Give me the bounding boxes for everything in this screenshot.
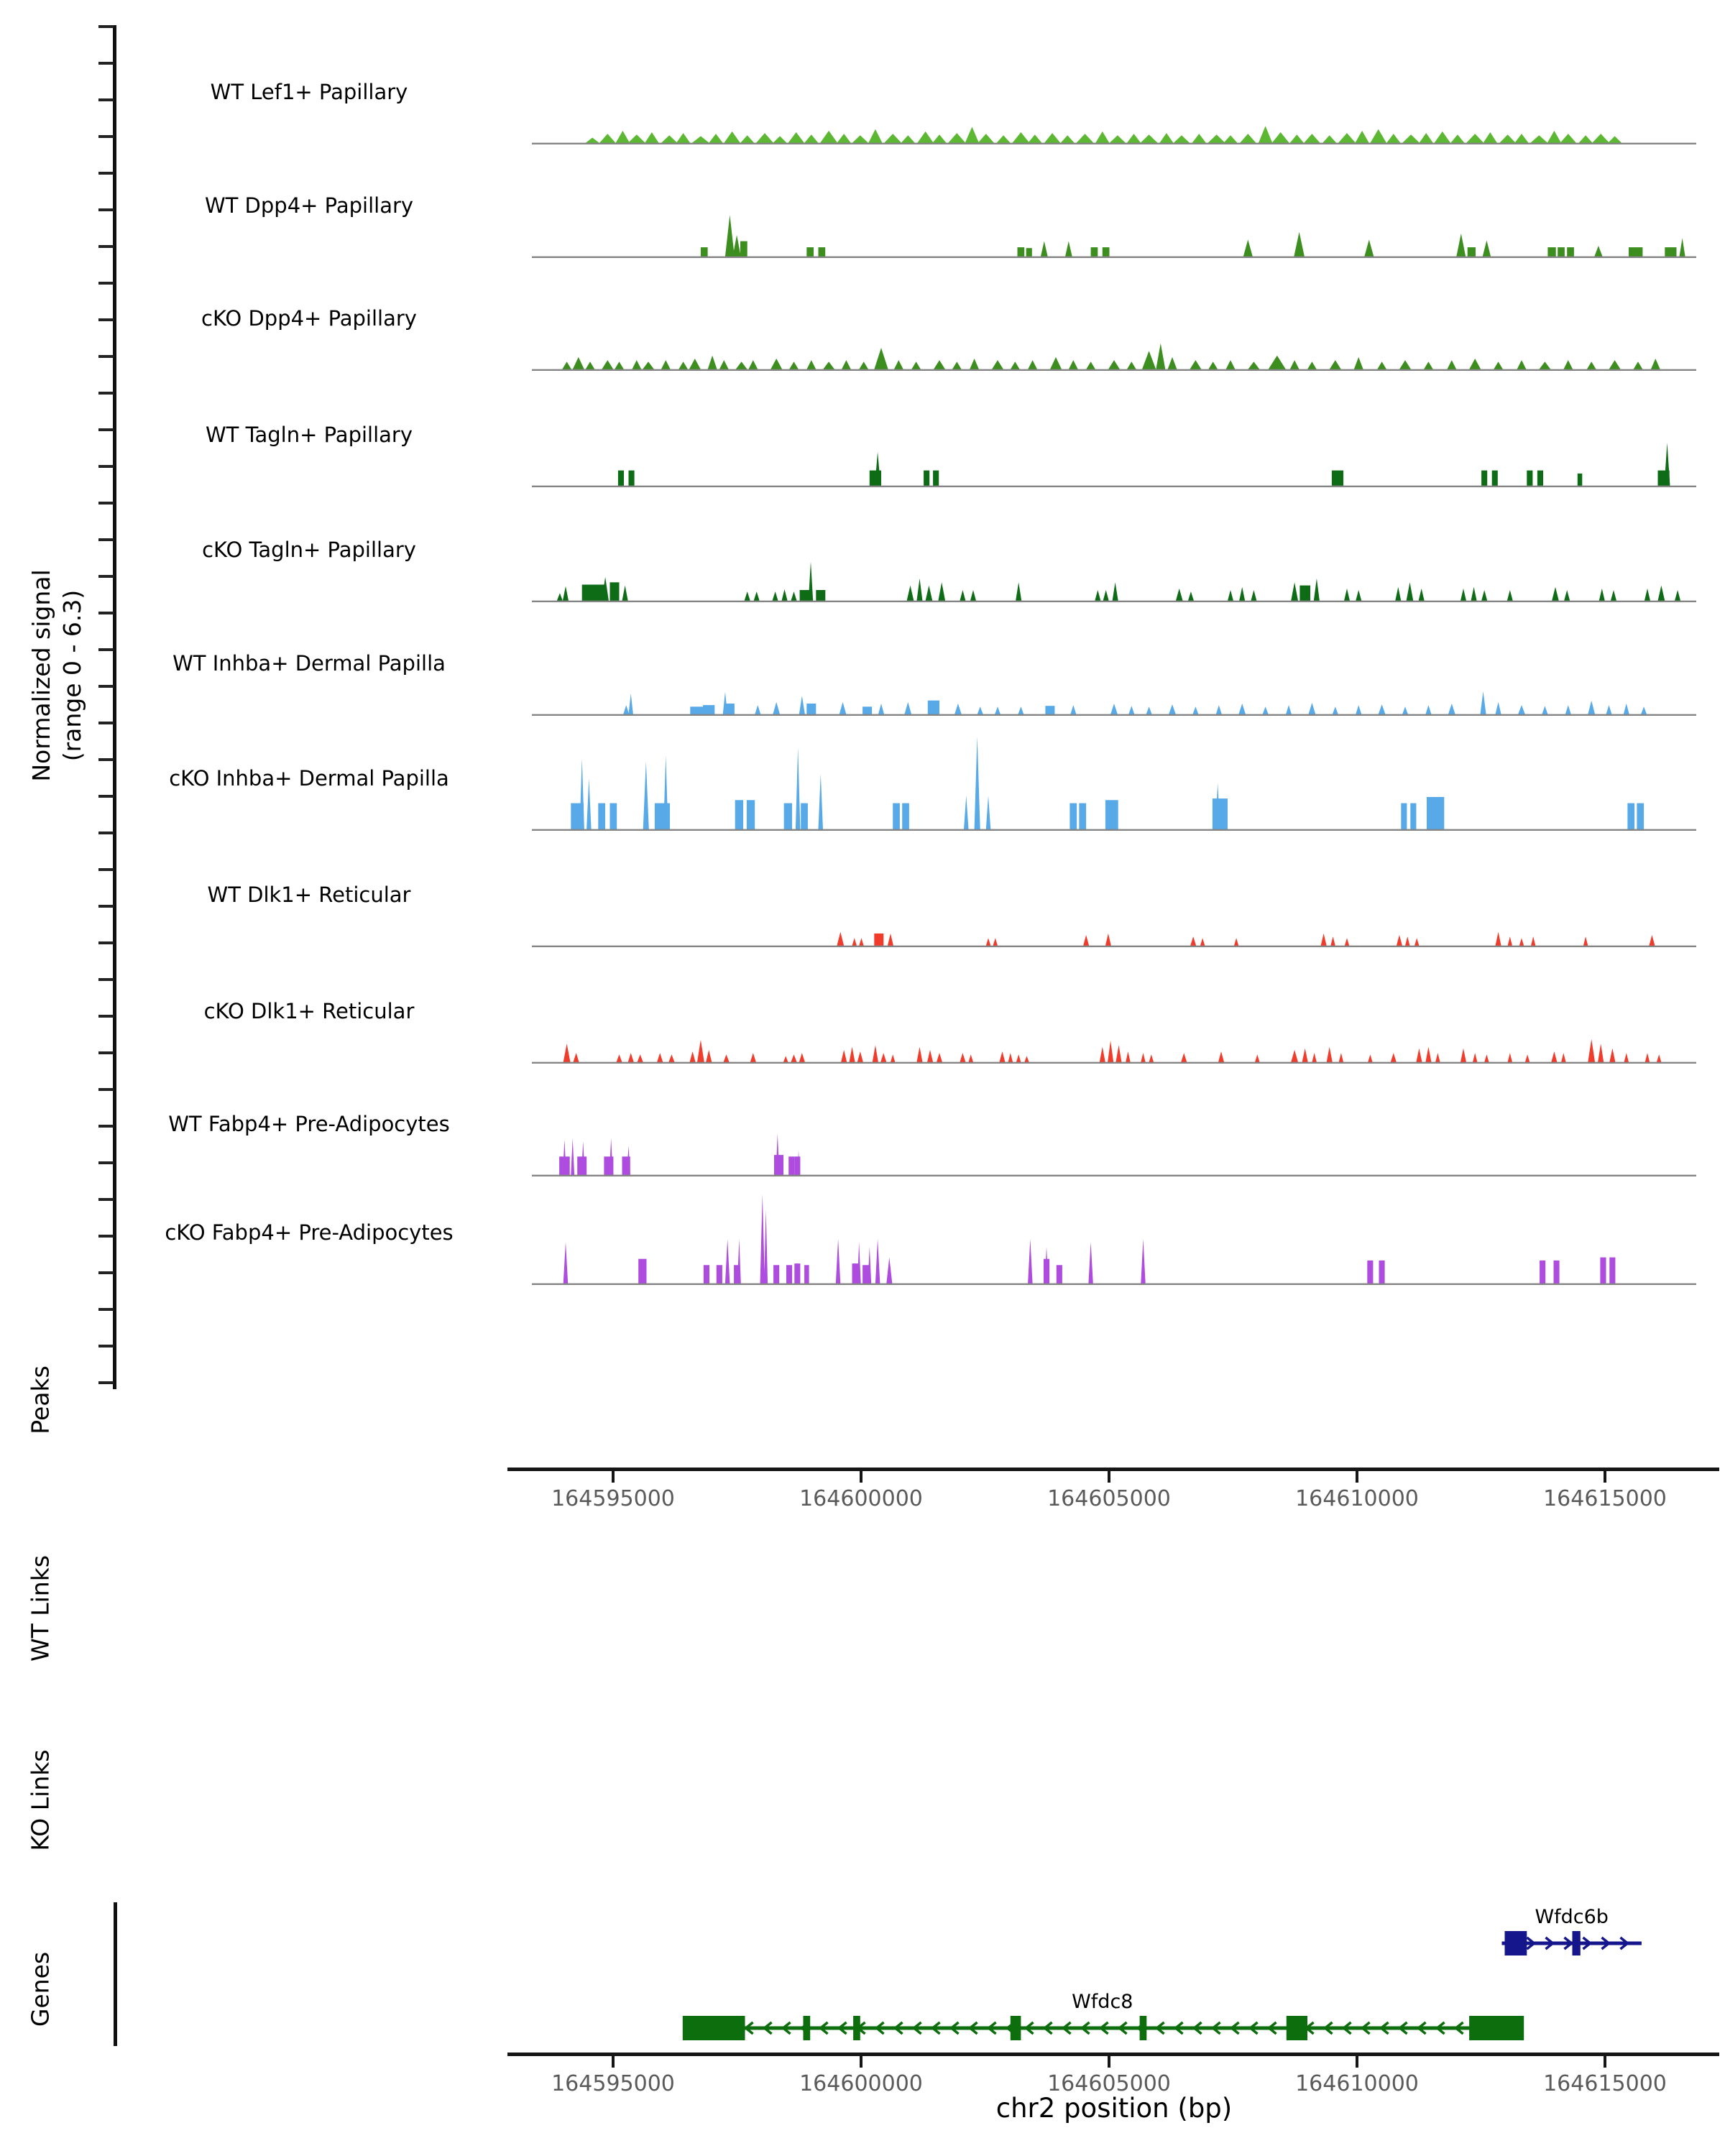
- track-label: cKO Inhba+ Dermal Papilla: [169, 766, 449, 791]
- x-axis-tick-label: 164600000: [799, 2071, 923, 2096]
- track-label: WT Tagln+ Papillary: [205, 423, 413, 447]
- x-axis-line: [507, 1468, 1719, 1471]
- row-label-peaks: Peaks: [26, 1365, 55, 1434]
- signal-track-plot: [532, 1194, 1696, 1286]
- x-axis-tick: [1108, 2056, 1110, 2068]
- gene-name-label: Wfdc8: [1072, 1991, 1133, 2013]
- signal-y-axis-spine: [113, 25, 116, 1389]
- signal-track-plot: [532, 215, 1696, 259]
- y-axis-label-line2: (range 0 - 6.3): [58, 589, 86, 762]
- gene-name-label: Wfdc6b: [1535, 1906, 1609, 1928]
- signal-track-plot: [532, 561, 1696, 603]
- track-label: cKO Dlk1+ Reticular: [203, 999, 415, 1023]
- signal-track-plot: [532, 126, 1696, 145]
- track-label: WT Dpp4+ Papillary: [204, 193, 414, 218]
- signal-track-plot: [532, 736, 1696, 831]
- gene-wfdc8: Wfdc8: [682, 1991, 1524, 2040]
- x-axis-tick-label: 164610000: [1295, 2071, 1419, 2096]
- track-label: WT Inhba+ Dermal Papilla: [172, 651, 446, 676]
- signal-track-plot: [532, 931, 1696, 948]
- y-axis-label-line1: Normalized signal: [27, 569, 56, 782]
- x-axis-tick-label: 164610000: [1295, 1486, 1419, 1511]
- track-label: cKO Fabp4+ Pre-Adipocytes: [165, 1220, 454, 1245]
- track-label: WT Dlk1+ Reticular: [207, 883, 411, 907]
- gene-wfdc6b: Wfdc6b: [1501, 1906, 1642, 1955]
- genes-axis-spine: [114, 1902, 117, 2046]
- signal-track-plot: [532, 691, 1696, 717]
- x-axis-tick-label: 164605000: [1047, 2071, 1171, 2096]
- x-axis-tick: [860, 1471, 862, 1483]
- signal-track-plot: [532, 1038, 1696, 1064]
- x-axis-tick-label: 164605000: [1047, 1486, 1171, 1511]
- x-axis-tick-label: 164615000: [1543, 2071, 1667, 2096]
- x-axis-line: [507, 2053, 1719, 2056]
- track-label: cKO Tagln+ Papillary: [202, 538, 416, 562]
- row-label-ko-links: KO Links: [26, 1749, 55, 1851]
- signal-track-plot: [532, 1133, 1696, 1177]
- x-axis-tick-label: 164615000: [1543, 1486, 1667, 1511]
- x-axis-label: chr2 position (bp): [995, 2093, 1233, 2124]
- x-axis-tick: [1604, 1471, 1606, 1483]
- signal-y-axis-ticks: [98, 25, 114, 1389]
- signal-track-plot: [532, 343, 1696, 372]
- track-label: WT Lef1+ Papillary: [210, 80, 408, 104]
- x-axis-tick-label: 164595000: [551, 2071, 675, 2096]
- x-axis-tick: [860, 2056, 862, 2068]
- y-axis-label: Normalized signal (range 0 - 6.3): [27, 569, 88, 781]
- x-axis-tick: [612, 2056, 615, 2068]
- x-axis-tick: [612, 1471, 615, 1483]
- signal-track-plot: [532, 443, 1696, 488]
- x-axis-tick: [1356, 1471, 1358, 1483]
- row-label-wt-links: WT Links: [26, 1554, 55, 1662]
- row-label-genes: Genes: [26, 1951, 55, 2027]
- x-axis-tick-label: 164600000: [799, 1486, 923, 1511]
- track-label: cKO Dpp4+ Papillary: [201, 306, 417, 331]
- gene-models: Wfdc6b Wfdc8: [682, 1906, 1642, 2040]
- x-axis-tick: [1108, 1471, 1110, 1483]
- x-axis-tick: [1604, 2056, 1606, 2068]
- track-label: WT Fabp4+ Pre-Adipocytes: [168, 1112, 450, 1136]
- x-axis-tick: [1356, 2056, 1358, 2068]
- x-axis-tick-label: 164595000: [551, 1486, 675, 1511]
